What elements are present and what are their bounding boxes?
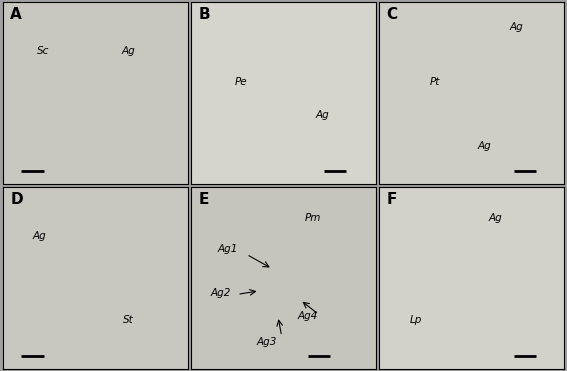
Text: Pm: Pm <box>305 213 321 223</box>
Text: Ag: Ag <box>477 141 492 151</box>
Text: Lp: Lp <box>410 315 422 325</box>
Text: Ag: Ag <box>509 22 523 32</box>
Text: Ag: Ag <box>33 231 46 241</box>
Text: A: A <box>10 7 22 22</box>
Text: Pe: Pe <box>235 77 247 87</box>
Text: Ag1: Ag1 <box>218 244 238 254</box>
Text: D: D <box>10 192 23 207</box>
Text: Ag: Ag <box>122 46 136 56</box>
Text: Ag2: Ag2 <box>210 288 231 298</box>
Text: Ag: Ag <box>489 213 502 223</box>
Text: Ag3: Ag3 <box>257 337 277 347</box>
Text: B: B <box>198 7 210 22</box>
Text: Sc: Sc <box>37 46 50 56</box>
Text: E: E <box>198 192 209 207</box>
Text: Ag: Ag <box>315 110 329 120</box>
Text: Pt: Pt <box>429 77 439 87</box>
Text: St: St <box>124 315 134 325</box>
Text: F: F <box>386 192 397 207</box>
Text: Ag4: Ag4 <box>298 311 318 321</box>
Text: C: C <box>386 7 397 22</box>
